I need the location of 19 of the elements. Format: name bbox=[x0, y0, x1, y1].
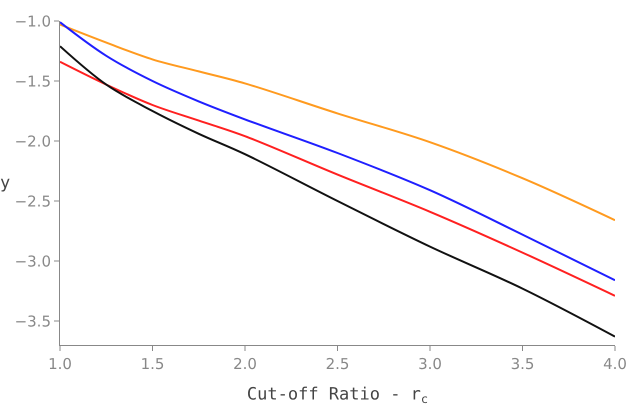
x-tick-label: 4.0 bbox=[603, 355, 627, 373]
line-series bbox=[60, 45, 615, 338]
x-tick-label: 2.0 bbox=[233, 355, 257, 373]
line-series bbox=[60, 60, 615, 297]
y-tick-label: −1.5 bbox=[14, 72, 51, 90]
y-axis-title: y bbox=[0, 173, 10, 193]
line-series bbox=[60, 21, 615, 282]
x-tick-label: 1.0 bbox=[48, 355, 72, 373]
x-tick-label: 3.5 bbox=[510, 355, 534, 373]
y-tick-label: −3.5 bbox=[14, 312, 51, 330]
x-tick-label: 1.5 bbox=[140, 355, 164, 373]
y-tick-label: −1.0 bbox=[14, 12, 51, 30]
y-tick-label: −2.5 bbox=[14, 192, 51, 210]
x-tick-label: 2.5 bbox=[326, 355, 350, 373]
y-tick-label: −2.0 bbox=[14, 132, 51, 150]
y-tick-label: −3.0 bbox=[14, 252, 51, 270]
x-axis-title: Cut-off Ratio - r$_{c}$ bbox=[246, 384, 428, 406]
line-series bbox=[60, 24, 615, 222]
x-tick-label: 3.0 bbox=[418, 355, 442, 373]
